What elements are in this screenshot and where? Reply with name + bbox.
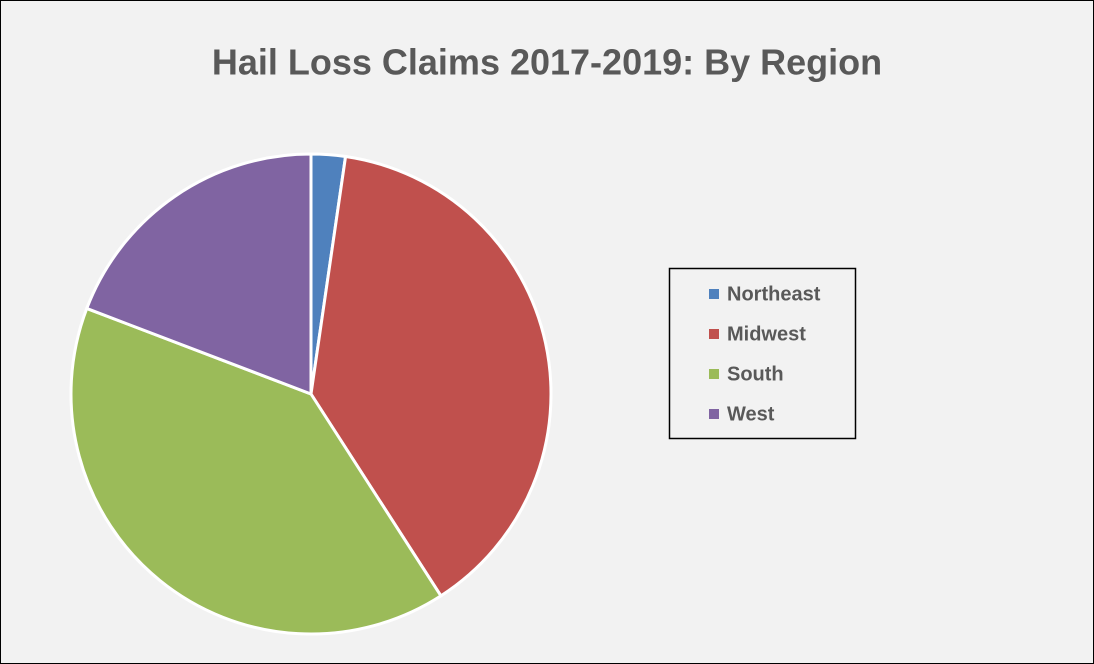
legend-box [668, 267, 857, 440]
pie-slice [69, 306, 443, 636]
pie-slice [84, 152, 313, 397]
legend-label: Northeast [727, 283, 821, 305]
legend-swatch [709, 409, 719, 419]
legend-swatch [709, 329, 719, 339]
legend-swatch [709, 369, 719, 379]
legend-label: Midwest [727, 323, 806, 345]
legend-swatch [709, 289, 719, 299]
legend-label: West [727, 403, 775, 425]
chart-title: Hail Loss Claims 2017-2019: By Region [212, 42, 882, 83]
legend-label: South [727, 363, 784, 385]
